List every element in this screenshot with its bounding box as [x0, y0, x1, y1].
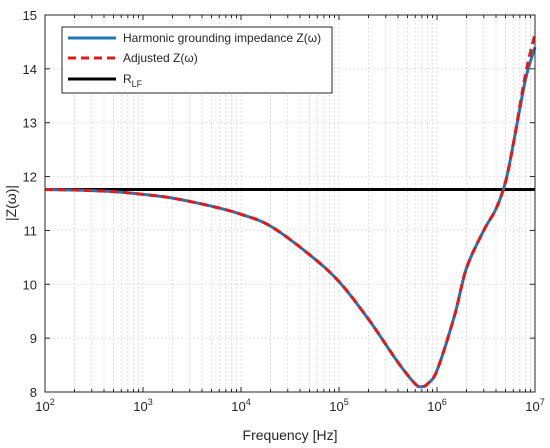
x-tick-label-exponent: 3 — [148, 397, 153, 407]
series-layer — [44, 33, 537, 389]
y-tick-label: 10 — [23, 277, 37, 292]
x-tick-label-exponent: 4 — [246, 397, 251, 407]
x-tick-label-base: 10 — [133, 399, 147, 414]
x-tick-label: 107 — [525, 397, 544, 414]
x-tick-label: 105 — [329, 397, 348, 414]
legend-label-impedance: Harmonic grounding impedance Z(ω) — [123, 31, 321, 45]
y-tick-label: 14 — [23, 62, 37, 77]
legend: Harmonic grounding impedance Z(ω) Adjust… — [61, 26, 333, 94]
x-tick-label-base: 10 — [231, 399, 245, 414]
y-axis-label: |Z(ω)| — [3, 185, 19, 221]
x-tick-label-base: 10 — [329, 399, 343, 414]
y-tick-label: 9 — [30, 331, 37, 346]
x-tick-label-exponent: 6 — [442, 397, 447, 407]
x-tick-label-base: 10 — [35, 399, 49, 414]
plot-frame — [44, 14, 536, 393]
x-tick-label-base: 10 — [427, 399, 441, 414]
x-tick-label-exponent: 2 — [50, 397, 55, 407]
x-tick-label: 102 — [35, 397, 54, 414]
legend-label-rlf: RLF — [123, 72, 143, 89]
x-tick-label-exponent: 5 — [344, 397, 349, 407]
y-tick-label: 13 — [23, 116, 37, 131]
y-tick-label: 11 — [24, 223, 38, 238]
x-tick-label-exponent: 7 — [540, 397, 545, 407]
ticks — [44, 14, 536, 393]
x-tick-label: 103 — [133, 397, 152, 414]
series-line-adjusted — [44, 33, 537, 389]
y-tick-label: 8 — [30, 385, 37, 400]
legend-label-rlf-main: R — [123, 72, 132, 86]
legend-label-rlf-subscript: LF — [132, 79, 143, 89]
x-axis-label: Frequency [Hz] — [243, 427, 338, 443]
legend-label-adjusted: Adjusted Z(ω) — [123, 51, 198, 65]
y-tick-label: 12 — [23, 170, 37, 185]
x-tick-label-base: 10 — [525, 399, 539, 414]
y-tick-label: 15 — [23, 8, 37, 23]
x-tick-label: 106 — [427, 397, 446, 414]
x-tick-label: 104 — [231, 397, 250, 414]
